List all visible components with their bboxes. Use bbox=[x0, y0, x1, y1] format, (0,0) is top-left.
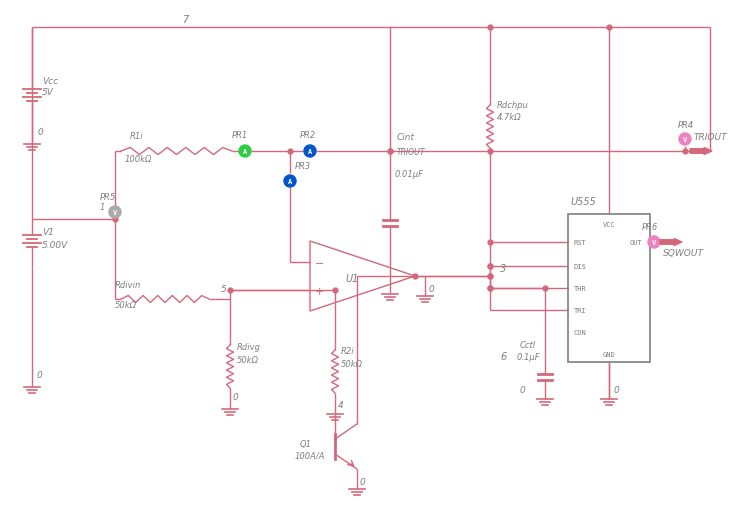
Text: 0: 0 bbox=[360, 477, 366, 486]
Text: V: V bbox=[652, 240, 656, 245]
Text: 50kΩ: 50kΩ bbox=[341, 359, 363, 369]
Text: PR1: PR1 bbox=[232, 131, 248, 140]
Text: U555: U555 bbox=[570, 196, 596, 207]
Text: 100kΩ: 100kΩ bbox=[125, 155, 153, 164]
FancyArrow shape bbox=[690, 148, 712, 155]
Text: R2i: R2i bbox=[341, 346, 355, 355]
Text: TRIOUT: TRIOUT bbox=[397, 148, 425, 157]
Text: Cint: Cint bbox=[397, 133, 415, 142]
Text: V: V bbox=[113, 210, 117, 216]
Text: PR6: PR6 bbox=[642, 222, 659, 232]
Text: PR3: PR3 bbox=[295, 162, 311, 171]
Text: PR2: PR2 bbox=[300, 131, 316, 140]
Text: 0: 0 bbox=[429, 285, 435, 293]
Text: THR: THR bbox=[574, 286, 586, 292]
Text: Cctl: Cctl bbox=[520, 341, 536, 349]
Text: 4: 4 bbox=[338, 400, 343, 409]
Text: TRIOUT: TRIOUT bbox=[694, 133, 728, 142]
Text: U1: U1 bbox=[345, 273, 358, 284]
Text: RST: RST bbox=[574, 240, 586, 245]
Text: V: V bbox=[683, 137, 687, 143]
Text: A: A bbox=[243, 149, 247, 155]
Text: GND: GND bbox=[603, 351, 615, 357]
Text: 5.00V: 5.00V bbox=[42, 241, 69, 249]
Circle shape bbox=[109, 207, 121, 218]
Text: 50kΩ: 50kΩ bbox=[237, 355, 259, 364]
Text: 0: 0 bbox=[520, 385, 526, 394]
Circle shape bbox=[304, 146, 316, 158]
Text: Rdchpu: Rdchpu bbox=[497, 101, 529, 110]
Text: +: + bbox=[315, 287, 324, 296]
Text: 6: 6 bbox=[500, 351, 507, 361]
Circle shape bbox=[648, 237, 660, 248]
Text: 5: 5 bbox=[221, 285, 226, 293]
Text: 4.7kΩ: 4.7kΩ bbox=[497, 113, 522, 122]
Text: SQWOUT: SQWOUT bbox=[663, 248, 704, 258]
Text: Rdivg: Rdivg bbox=[237, 343, 261, 351]
Text: VCC: VCC bbox=[603, 221, 615, 228]
Text: 3: 3 bbox=[500, 264, 507, 273]
Text: A: A bbox=[288, 179, 292, 185]
Text: 0: 0 bbox=[233, 392, 238, 401]
Text: PR5: PR5 bbox=[100, 192, 116, 202]
Text: OUT: OUT bbox=[630, 240, 642, 245]
Text: Q1: Q1 bbox=[300, 439, 312, 448]
Text: 50kΩ: 50kΩ bbox=[115, 300, 137, 309]
Text: CON: CON bbox=[574, 329, 586, 335]
Text: V1: V1 bbox=[42, 228, 54, 237]
Text: A: A bbox=[308, 149, 312, 155]
Text: DIS: DIS bbox=[574, 264, 586, 269]
Text: 0.1μF: 0.1μF bbox=[517, 352, 541, 361]
Text: PR4: PR4 bbox=[678, 121, 694, 130]
Text: 0: 0 bbox=[38, 128, 44, 137]
Text: 1: 1 bbox=[100, 203, 105, 212]
Text: 0: 0 bbox=[37, 370, 42, 379]
Text: 5V: 5V bbox=[42, 88, 54, 97]
Circle shape bbox=[679, 134, 691, 146]
Circle shape bbox=[284, 176, 296, 188]
Bar bbox=[568, 215, 650, 362]
Text: −: − bbox=[315, 259, 324, 268]
FancyArrow shape bbox=[660, 239, 682, 246]
Text: Rdivin: Rdivin bbox=[115, 280, 142, 290]
Text: 0.01μF: 0.01μF bbox=[395, 169, 424, 179]
Text: R1i: R1i bbox=[130, 132, 144, 140]
Text: TRI: TRI bbox=[574, 307, 586, 314]
Text: Vcc: Vcc bbox=[42, 77, 58, 86]
Text: 100A/A: 100A/A bbox=[295, 451, 326, 460]
Circle shape bbox=[239, 146, 251, 158]
Text: 7: 7 bbox=[182, 15, 188, 25]
Text: 0: 0 bbox=[614, 385, 620, 394]
